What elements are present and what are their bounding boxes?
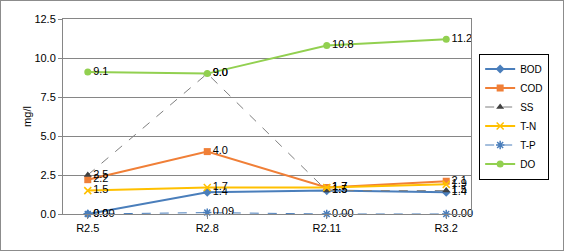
svg-text:7.5: 7.5 <box>41 91 56 103</box>
svg-text:9.0: 9.0 <box>213 66 228 78</box>
svg-text:1.5: 1.5 <box>452 183 467 195</box>
svg-text:R2.5: R2.5 <box>76 222 99 234</box>
svg-text:0.00: 0.00 <box>332 207 353 219</box>
svg-text:0.0: 0.0 <box>93 207 108 219</box>
svg-text:2.2: 2.2 <box>93 172 108 184</box>
svg-text:mg/l: mg/l <box>21 106 33 127</box>
svg-text:1.4: 1.4 <box>452 185 467 197</box>
svg-text:1.4: 1.4 <box>213 185 228 197</box>
svg-text:9.1: 9.1 <box>93 65 108 77</box>
svg-text:4.0: 4.0 <box>213 144 228 156</box>
svg-text:9.0: 9.0 <box>213 66 228 78</box>
svg-text:1.7: 1.7 <box>332 180 347 192</box>
svg-text:10.0: 10.0 <box>34 52 55 64</box>
svg-text:2.5: 2.5 <box>41 169 56 181</box>
svg-text:BOD: BOD <box>520 64 542 75</box>
svg-text:1.9: 1.9 <box>452 177 467 189</box>
svg-text:SS: SS <box>520 102 534 113</box>
svg-text:R3.2: R3.2 <box>435 222 458 234</box>
svg-text:T-N: T-N <box>520 121 536 132</box>
svg-text:12.5: 12.5 <box>34 13 55 25</box>
svg-text:COD: COD <box>520 83 542 94</box>
svg-text:1.5: 1.5 <box>93 183 108 195</box>
svg-text:T-P: T-P <box>520 140 536 151</box>
svg-text:DO: DO <box>520 159 535 170</box>
svg-text:1.5: 1.5 <box>332 183 347 195</box>
svg-text:0.00: 0.00 <box>452 207 473 219</box>
svg-text:1.5: 1.5 <box>332 183 347 195</box>
svg-text:0.0: 0.0 <box>41 208 56 220</box>
svg-text:1.7: 1.7 <box>213 180 228 192</box>
svg-text:11.2: 11.2 <box>452 32 473 44</box>
svg-text:0.00: 0.00 <box>93 207 114 219</box>
svg-text:1.7: 1.7 <box>332 180 347 192</box>
svg-text:5.0: 5.0 <box>41 130 56 142</box>
svg-text:0.09: 0.09 <box>213 205 234 217</box>
svg-text:R2.8: R2.8 <box>196 222 219 234</box>
svg-text:R2.11: R2.11 <box>312 222 341 234</box>
svg-text:2.5: 2.5 <box>93 168 108 180</box>
svg-text:2.1: 2.1 <box>452 174 467 186</box>
svg-text:10.8: 10.8 <box>332 38 353 50</box>
